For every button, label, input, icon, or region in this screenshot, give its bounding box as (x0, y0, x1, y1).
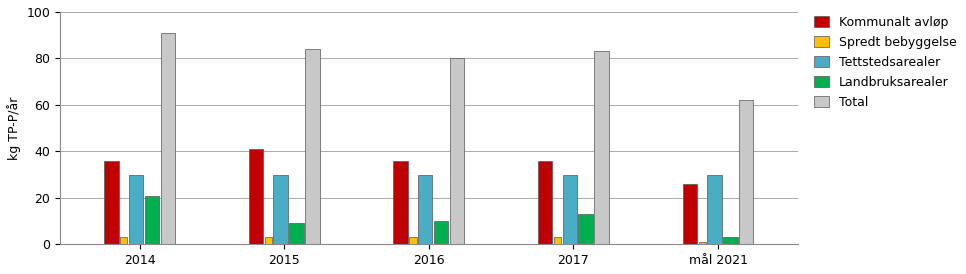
Bar (104, 161, 119, 244)
Legend: Kommunalt avløp, Spredt bebyggelse, Tettstedsarealer, Landbruksarealer, Total: Kommunalt avløp, Spredt bebyggelse, Tett… (811, 13, 959, 111)
Bar (698, 242, 706, 244)
Bar (305, 49, 320, 244)
Bar (273, 175, 288, 244)
Bar (554, 237, 561, 244)
Bar (683, 184, 697, 244)
Bar (594, 52, 609, 244)
Bar (450, 58, 465, 244)
Bar (410, 237, 416, 244)
Bar (265, 237, 271, 244)
Bar (707, 175, 722, 244)
Bar (724, 237, 738, 244)
Bar (418, 175, 433, 244)
Bar (128, 175, 143, 244)
Bar (160, 33, 175, 244)
Bar (739, 100, 753, 244)
Bar (393, 161, 408, 244)
Bar (562, 175, 577, 244)
Y-axis label: kg TP-P/år: kg TP-P/år (7, 96, 21, 160)
Bar (289, 223, 303, 244)
Bar (434, 221, 448, 244)
Bar (120, 237, 128, 244)
Bar (145, 196, 159, 244)
Bar (538, 161, 553, 244)
Bar (579, 214, 593, 244)
Bar (249, 149, 264, 244)
